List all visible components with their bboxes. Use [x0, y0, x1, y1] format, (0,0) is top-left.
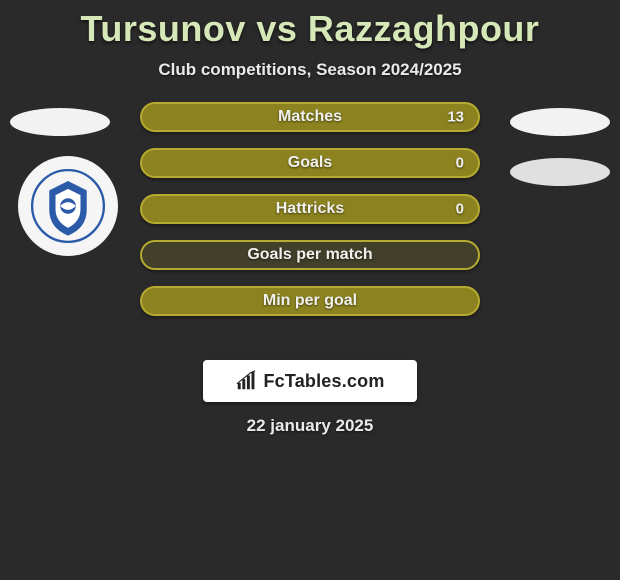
bar-goals-per-match: Goals per match	[140, 240, 480, 270]
brand-text: FcTables.com	[263, 371, 384, 392]
stats-area: Matches 13 Goals 0 Hattricks 0 Goals per…	[0, 108, 620, 348]
player1-club-crest	[18, 156, 118, 256]
stat-bars: Matches 13 Goals 0 Hattricks 0 Goals per…	[140, 102, 480, 332]
page-title: Tursunov vs Razzaghpour	[0, 8, 620, 50]
player2-club-pill	[510, 158, 610, 186]
page-date: 22 january 2025	[0, 416, 620, 436]
bar-matches: Matches 13	[140, 102, 480, 132]
bar-label: Matches	[278, 108, 342, 126]
bar-hattricks: Hattricks 0	[140, 194, 480, 224]
bar-value: 0	[456, 155, 464, 172]
player2-name-pill	[510, 108, 610, 136]
bar-label: Goals	[288, 154, 332, 172]
page-subtitle: Club competitions, Season 2024/2025	[0, 60, 620, 80]
brand-chart-icon	[235, 370, 257, 392]
player1-name-pill	[10, 108, 110, 136]
bar-min-per-goal: Min per goal	[140, 286, 480, 316]
bar-label: Min per goal	[263, 292, 357, 310]
bar-value: 13	[447, 109, 464, 126]
bar-goals: Goals 0	[140, 148, 480, 178]
bar-label: Goals per match	[247, 246, 372, 264]
club-crest-icon	[29, 167, 107, 245]
bar-value: 0	[456, 201, 464, 218]
bar-label: Hattricks	[276, 200, 344, 218]
page-root: Tursunov vs Razzaghpour Club competition…	[0, 8, 620, 580]
brand-badge[interactable]: FcTables.com	[203, 360, 417, 402]
